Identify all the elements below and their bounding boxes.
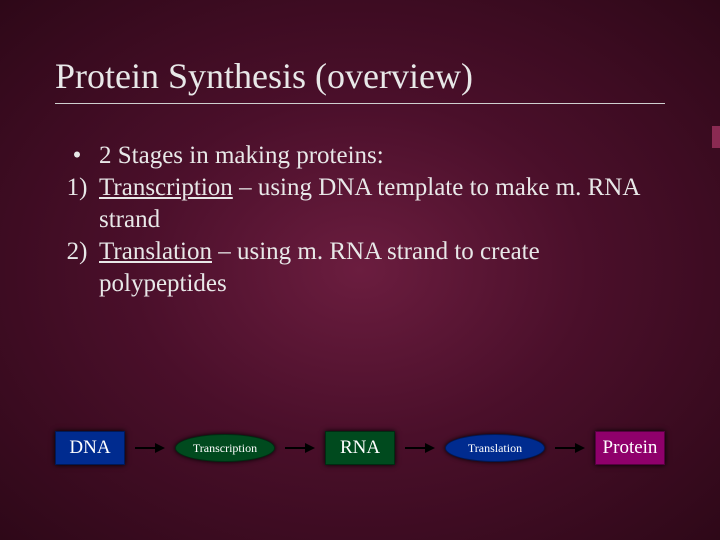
term-transcription: Transcription [99,174,233,201]
bullet-marker: 2) [55,236,99,300]
arrow-icon [285,443,315,453]
flow-diagram: DNA Transcription RNA Translation Protei… [0,431,720,465]
bullet-item-1: 1) Transcription – using DNA template to… [55,172,665,236]
flow-node-rna: RNA [325,431,395,465]
title-underline [55,103,665,104]
arrow-icon [135,443,165,453]
slide-title: Protein Synthesis (overview) [55,55,665,97]
bullet-marker: 1) [55,172,99,236]
flow-node-transcription: Transcription [175,434,275,462]
slide: Protein Synthesis (overview) • 2 Stages … [0,0,720,300]
bullet-marker: • [55,140,99,172]
arrow-icon [405,443,435,453]
flow-node-translation: Translation [445,434,545,462]
flow-node-dna: DNA [55,431,125,465]
bullet-text: 2 Stages in making proteins: [99,140,665,172]
term-translation: Translation [99,238,212,265]
bullet-intro: • 2 Stages in making proteins: [55,140,665,172]
bullet-list: • 2 Stages in making proteins: 1) Transc… [55,140,665,300]
bullet-text: Transcription – using DNA template to ma… [99,172,665,236]
accent-bar [712,126,720,148]
arrow-icon [555,443,585,453]
bullet-text: Translation – using m. RNA strand to cre… [99,236,665,300]
flow-node-protein: Protein [595,431,665,465]
bullet-item-2: 2) Translation – using m. RNA strand to … [55,236,665,300]
